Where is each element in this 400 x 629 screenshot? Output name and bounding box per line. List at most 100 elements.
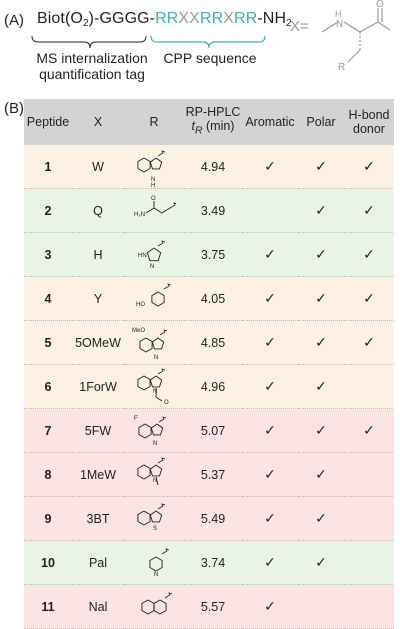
struct-o-label: O <box>376 0 384 10</box>
side-chain-structure: N <box>149 547 170 578</box>
r-structure: HN N <box>124 233 184 277</box>
r-structure: N <box>124 541 184 585</box>
x-equals-label: X= <box>290 18 309 35</box>
side-chain-structure: HNN <box>138 239 166 270</box>
table-row: 10 Pal N 3.74 ✓ ✓ <box>24 540 394 585</box>
peptide-number: 11 <box>41 599 55 614</box>
seq-biot-sub: 2 <box>82 18 89 29</box>
peptide-number: 10 <box>41 555 55 570</box>
hplc-value: 3.74 <box>200 555 226 570</box>
side-chain-structure: HO <box>136 282 172 308</box>
hbond-check: ✓ <box>363 158 375 174</box>
table-row: 4 Y HO 4.05 ✓ ✓ ✓ <box>24 276 394 321</box>
polar-check: ✓ <box>315 466 327 482</box>
panel-a-label: (A) <box>4 12 24 29</box>
x-residue: Y <box>93 291 103 306</box>
hbond-check <box>344 541 394 585</box>
tag-caption: MS internalization quantification tag <box>18 50 166 82</box>
header-hplc-sub: R <box>195 125 203 137</box>
side-chain-structure: H₂N O <box>134 196 176 218</box>
polar-check: ✓ <box>315 378 327 394</box>
svg-text:H: H <box>151 183 155 187</box>
seq-xx-1: XX <box>178 10 200 27</box>
aromatic-check: ✓ <box>264 158 276 174</box>
table-header-row: Peptide X R RP-HPLC tR (min) Aromatic Po… <box>24 99 394 145</box>
cpp-brace <box>150 35 266 49</box>
peptide-number: 5 <box>44 335 52 350</box>
r-structure: H₂N O <box>124 189 184 233</box>
x-residue: W <box>92 159 104 174</box>
hbond-check: ✓ <box>363 202 375 218</box>
seq-biot: Biot(O <box>37 10 83 27</box>
table-row: 7 5FW F N 5.07 ✓ ✓ ✓ <box>24 408 394 453</box>
struct-h-label: H <box>335 9 342 19</box>
hbond-check: ✓ <box>363 290 375 306</box>
polar-check: ✓ <box>315 246 327 262</box>
aromatic-check: ✓ <box>264 246 276 262</box>
amino-acid-structure: H N O R <box>321 0 391 73</box>
hplc-value: 4.94 <box>200 159 226 174</box>
cpp-caption: CPP sequence <box>163 50 257 66</box>
header-hplc-line-2: tR (min) <box>184 119 242 139</box>
header-hplc-t: t <box>191 119 195 134</box>
header-hplc-unit: (min) <box>202 119 235 134</box>
polar-check: ✓ <box>315 510 327 526</box>
hplc-value: 5.37 <box>200 467 226 482</box>
polar-check: ✓ <box>315 158 327 174</box>
svg-text:MeO: MeO <box>132 328 145 334</box>
aromatic-check: ✓ <box>264 598 276 614</box>
peptide-sequence: Biot(O2)-GGGG-RRXXRRXRR-NH2 <box>37 10 292 29</box>
svg-text:O: O <box>164 400 169 406</box>
svg-text:N: N <box>150 264 154 270</box>
hbond-check <box>344 453 394 497</box>
hbond-check <box>344 497 394 541</box>
hplc-value: 4.85 <box>200 335 226 350</box>
header-hplc: RP-HPLC tR (min) <box>184 99 242 145</box>
seq-nh: -NH <box>257 10 287 27</box>
aromatic-check: ✓ <box>264 554 276 570</box>
hbond-check: ✓ <box>363 334 375 350</box>
sequence-braces <box>31 35 266 49</box>
hbond-check <box>344 365 394 409</box>
header-x: X <box>72 99 124 145</box>
table-row: 9 3BT S 5.49 ✓ ✓ <box>24 496 394 541</box>
header-polar: Polar <box>298 99 344 145</box>
svg-text:H₂N: H₂N <box>134 212 145 218</box>
peptide-number: 6 <box>44 379 52 394</box>
polar-check: ✓ <box>315 422 327 438</box>
tag-caption-line-2: quantification tag <box>39 66 145 82</box>
peptide-table: Peptide X R RP-HPLC tR (min) Aromatic Po… <box>24 99 394 629</box>
header-aromatic: Aromatic <box>242 99 298 145</box>
table-row: 3 H HN N 3.75 ✓ ✓ ✓ <box>24 232 394 277</box>
hbond-check <box>344 585 394 629</box>
peptide-number: 4 <box>44 291 52 306</box>
peptide-number: 9 <box>44 511 52 526</box>
header-hbond-line-2: donor <box>353 122 385 136</box>
x-residue: 1ForW <box>79 379 117 394</box>
svg-text:N: N <box>153 389 157 395</box>
hbond-check: ✓ <box>363 422 375 438</box>
peptide-number: 7 <box>44 423 52 438</box>
side-chain-structure: NO <box>137 367 169 406</box>
r-structure: N <box>124 453 184 497</box>
svg-text:O: O <box>151 196 156 202</box>
panel-b-label: (B) <box>4 100 24 117</box>
polar-check <box>298 585 344 629</box>
x-residue: 3BT <box>86 511 110 526</box>
x-residue: Q <box>93 203 103 218</box>
polar-check: ✓ <box>315 334 327 350</box>
peptide-number: 3 <box>44 247 52 262</box>
tag-caption-line-1: MS internalization <box>36 50 148 66</box>
hplc-value: 5.49 <box>200 511 226 526</box>
header-peptide: Peptide <box>24 99 72 145</box>
svg-text:N: N <box>154 355 158 361</box>
aromatic-check <box>242 189 298 233</box>
header-r: R <box>124 99 184 145</box>
peptide-number: 1 <box>44 159 52 174</box>
hplc-value: 5.07 <box>200 423 226 438</box>
header-hbond-line-1: H-bond <box>348 108 390 122</box>
svg-text:HN: HN <box>138 253 147 259</box>
x-residue: 5OMeW <box>75 335 121 350</box>
r-structure: HO <box>124 277 184 321</box>
